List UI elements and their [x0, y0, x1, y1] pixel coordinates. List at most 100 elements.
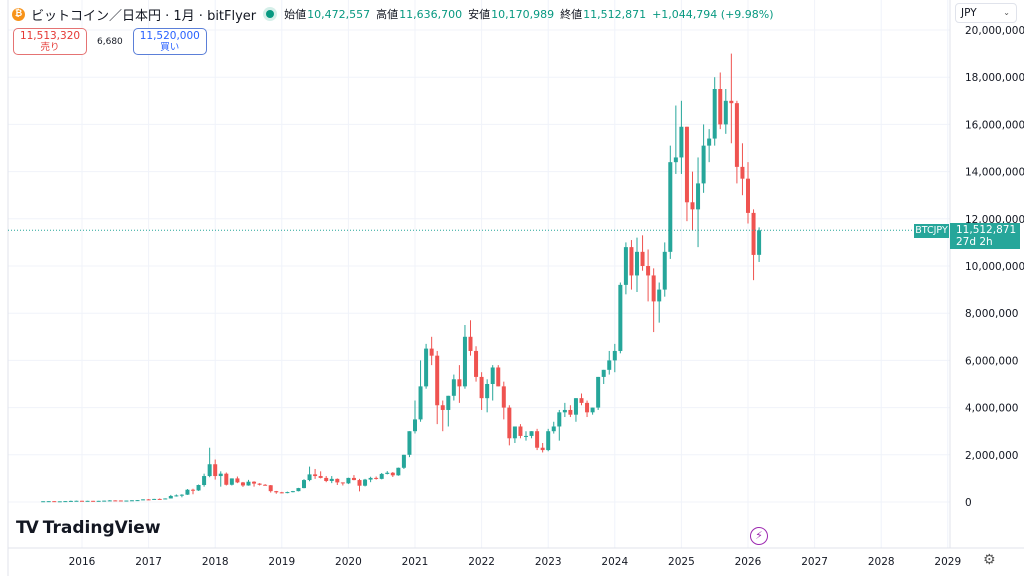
x-tick-label: 2026: [735, 556, 762, 568]
candle: [407, 431, 412, 458]
candle-body: [290, 491, 295, 493]
candle: [524, 431, 528, 441]
sell-button[interactable]: 11,513,320 売り: [13, 28, 87, 55]
candle: [707, 129, 712, 163]
x-tick-label: 2022: [468, 556, 495, 568]
candle-body: [535, 431, 540, 448]
y-tick-label: 18,000,000: [965, 72, 1024, 84]
candle-body: [329, 478, 334, 481]
candle-body: [379, 473, 384, 479]
candle-body: [490, 367, 495, 384]
candle: [618, 282, 623, 354]
candle-body: [679, 126, 684, 158]
candle: [41, 501, 46, 503]
candle: [296, 487, 301, 492]
y-tick-label: 20,000,000: [965, 25, 1024, 37]
x-tick-label: 2019: [268, 556, 295, 568]
candle-body: [91, 500, 96, 502]
candle: [185, 489, 190, 495]
candle-body: [429, 348, 434, 356]
tradingview-logo[interactable]: TV TradingView: [16, 518, 161, 538]
candle-body: [146, 499, 151, 501]
candle: [168, 494, 173, 499]
symbol-title[interactable]: ビットコイン／日本円 · 1月 · bitFlyer: [31, 8, 257, 24]
candle: [462, 325, 467, 389]
market-status-icon[interactable]: [266, 10, 275, 18]
candle: [396, 467, 401, 476]
settings-gear-icon[interactable]: ⚙: [983, 552, 996, 568]
candle: [601, 369, 606, 384]
candle: [196, 484, 201, 491]
lightning-icon[interactable]: ⚡: [750, 527, 768, 545]
candle: [290, 490, 295, 493]
chevron-down-icon: ⌄: [1003, 8, 1010, 17]
candle: [751, 209, 756, 281]
candle: [657, 282, 662, 323]
candle-body: [185, 489, 190, 495]
candle-body: [363, 479, 368, 486]
candle-body: [124, 500, 129, 502]
candle: [440, 400, 445, 432]
candle-body: [107, 500, 112, 502]
candle-body: [41, 501, 46, 503]
candle: [329, 476, 334, 484]
candle-body: [557, 412, 562, 427]
candle: [635, 237, 639, 292]
candle-body: [240, 482, 245, 486]
spread: 6,680: [97, 36, 123, 47]
candle: [135, 499, 140, 502]
candle-body: [657, 289, 662, 302]
candle-body: [174, 495, 179, 497]
currency-select[interactable]: JPY ⌄: [955, 3, 1017, 23]
candle: [512, 426, 517, 443]
candle-body: [590, 407, 595, 413]
candle-body: [618, 284, 623, 351]
candle-body: [701, 145, 706, 184]
candle: [424, 343, 429, 389]
ohlc-open: 始値10,472,557: [284, 8, 371, 21]
candle-body: [746, 178, 750, 213]
candle-body: [446, 395, 451, 410]
candle-body: [307, 474, 312, 481]
price-axis: 0 2,000,000 4,000,000 6,000,000 8,000,000 10,…: [965, 25, 1024, 509]
y-tick-label: 16,000,000: [965, 119, 1024, 131]
candle: [623, 242, 628, 295]
candle: [490, 365, 495, 401]
buy-button[interactable]: 11,520,000 買い: [132, 28, 207, 55]
candle-body: [85, 500, 90, 502]
candle: [673, 105, 678, 174]
candle: [263, 484, 268, 486]
candle-body: [501, 386, 506, 408]
candle: [235, 476, 240, 484]
candle: [535, 428, 540, 451]
candle-body: [274, 491, 279, 493]
candle-body: [607, 360, 612, 370]
candle: [46, 501, 51, 503]
candle: [52, 501, 57, 503]
candle-body: [357, 480, 362, 486]
x-tick-label: 2023: [535, 556, 562, 568]
ohlc-close: 終値11,512,871: [560, 8, 647, 21]
candle: [57, 501, 62, 503]
y-tick-label: 2,000,000: [965, 450, 1018, 462]
candle: [579, 393, 584, 406]
candle-body: [191, 489, 195, 491]
y-tick-label: 10,000,000: [965, 261, 1024, 273]
candle: [307, 466, 312, 482]
candle: [662, 242, 667, 297]
candle-body: [518, 426, 523, 436]
candle: [152, 498, 157, 500]
candle-body: [141, 499, 146, 501]
candle: [529, 431, 534, 439]
candle-body: [129, 500, 134, 502]
candle-body: [252, 481, 257, 484]
candle-body: [573, 398, 578, 415]
candle-body: [74, 500, 79, 502]
candle: [418, 360, 423, 422]
candle-body: [102, 500, 107, 502]
candle: [479, 372, 484, 410]
candle: [129, 500, 134, 502]
candle: [302, 479, 306, 489]
x-tick-label: 2028: [868, 556, 895, 568]
